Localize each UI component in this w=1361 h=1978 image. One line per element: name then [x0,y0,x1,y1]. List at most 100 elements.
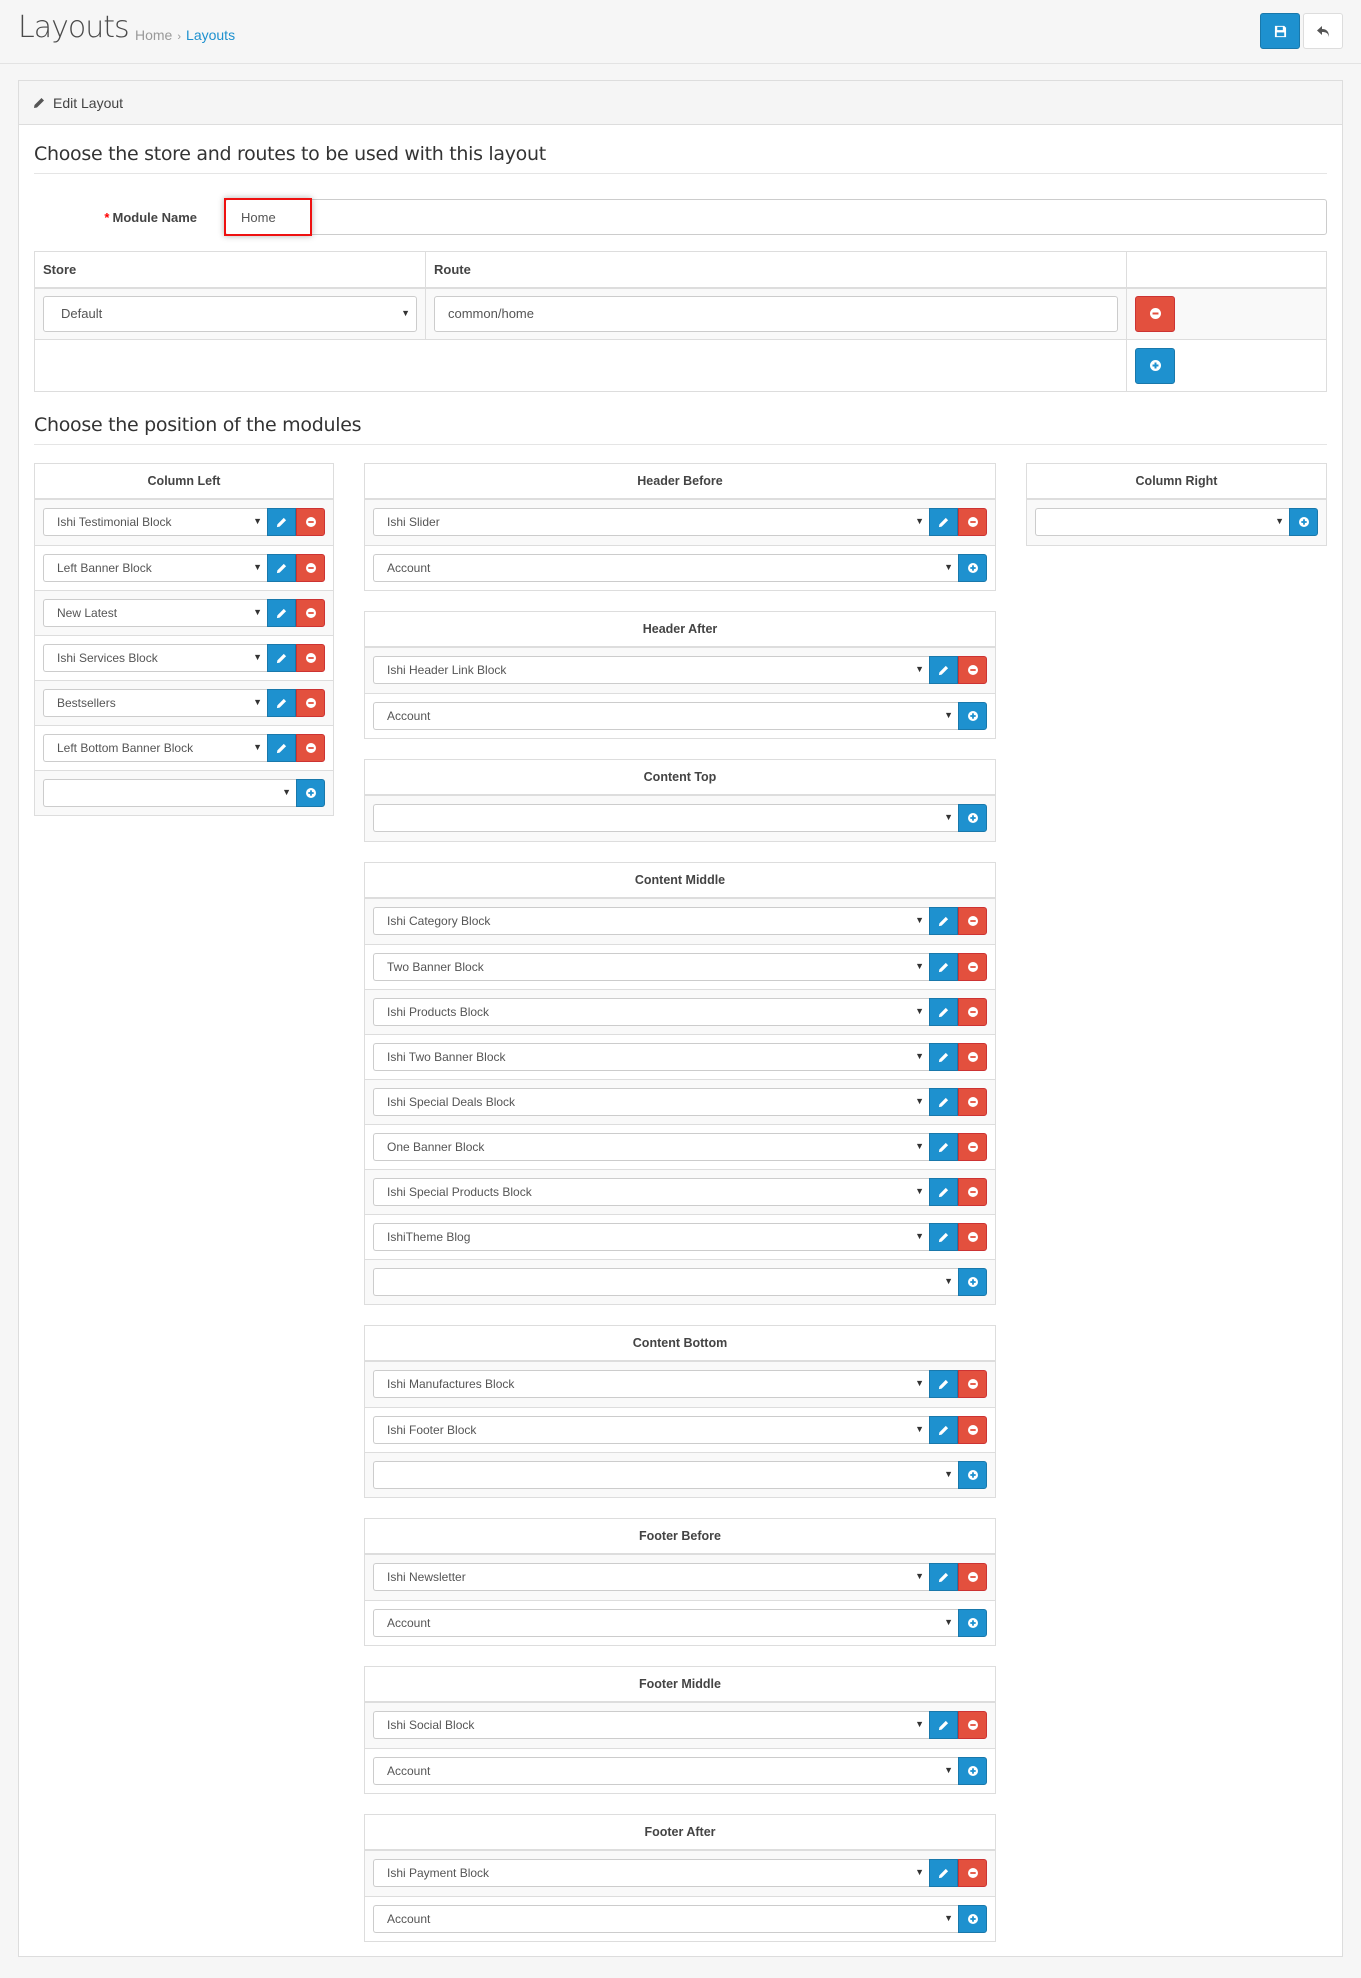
edit-module-button[interactable] [929,508,958,536]
remove-module-button[interactable] [958,1178,987,1206]
edit-module-button[interactable] [929,1133,958,1161]
edit-module-button[interactable] [929,1859,958,1887]
edit-module-button[interactable] [929,1178,958,1206]
caret-down-icon: ▼ [282,787,291,797]
remove-module-button[interactable] [958,953,987,981]
add-module-button[interactable] [958,1268,987,1296]
edit-module-button[interactable] [267,689,296,717]
remove-module-button[interactable] [958,1859,987,1887]
module-select[interactable]: New Latest ▼ [43,599,267,627]
edit-module-button[interactable] [929,1563,958,1591]
remove-module-button[interactable] [958,998,987,1026]
edit-module-button[interactable] [929,1711,958,1739]
add-module-button[interactable] [958,702,987,730]
add-module-button[interactable] [296,779,325,807]
module-name-input[interactable]: Home [224,198,1327,236]
add-route-button[interactable] [1135,347,1175,384]
position-content-bottom: Content Bottom Ishi Manufactures Block ▼ Is… [364,1325,996,1498]
edit-module-button[interactable] [929,656,958,684]
breadcrumb-layouts[interactable]: Layouts [186,27,236,43]
remove-module-button[interactable] [958,656,987,684]
remove-module-button[interactable] [958,1043,987,1071]
module-select[interactable]: Ishi Products Block ▼ [373,998,929,1026]
edit-module-button[interactable] [267,734,296,762]
module-select[interactable]: Two Banner Block ▼ [373,953,929,981]
edit-module-button[interactable] [267,554,296,582]
minus-circle-icon [967,1052,978,1062]
module-select[interactable]: Ishi Manufactures Block ▼ [373,1370,929,1398]
remove-route-button[interactable] [1135,295,1175,332]
remove-module-button[interactable] [296,599,325,627]
module-select[interactable]: Ishi Social Block ▼ [373,1711,929,1739]
module-positions: Column Left Ishi Testimonial Block ▼ Left B… [34,463,1327,1943]
module-select[interactable]: Ishi Category Block ▼ [373,907,929,935]
add-module-select[interactable]: Account ▼ [373,554,958,582]
edit-module-button[interactable] [267,508,296,536]
remove-module-button[interactable] [958,1223,987,1251]
remove-module-button[interactable] [958,907,987,935]
add-module-button[interactable] [958,804,987,832]
remove-module-button[interactable] [296,508,325,536]
add-module-select[interactable]: ▼ [1035,508,1289,536]
module-select[interactable]: Ishi Services Block ▼ [43,644,267,672]
edit-module-button[interactable] [929,907,958,935]
add-module-select[interactable]: ▼ [373,1461,958,1489]
add-module-select[interactable]: ▼ [43,779,296,807]
save-button[interactable] [1260,13,1300,49]
breadcrumb-home[interactable]: Home [135,27,173,43]
module-select[interactable]: Ishi Two Banner Block ▼ [373,1043,929,1071]
edit-module-button[interactable] [929,998,958,1026]
module-select[interactable]: Ishi Slider ▼ [373,508,929,536]
remove-module-button[interactable] [296,644,325,672]
add-module-button[interactable] [958,554,987,582]
add-module-select[interactable]: ▼ [373,1268,958,1296]
add-module-select[interactable]: Account ▼ [373,1609,958,1637]
pencil-icon [938,1052,949,1062]
add-module-select[interactable]: ▼ [373,804,958,832]
module-select[interactable]: Left Bottom Banner Block ▼ [43,734,267,762]
store-select[interactable]: Default ▼ [43,295,417,332]
edit-module-button[interactable] [267,644,296,672]
edit-module-button[interactable] [929,1370,958,1398]
add-module-button[interactable] [958,1609,987,1637]
add-module-button[interactable] [958,1757,987,1785]
add-module-button[interactable] [958,1905,987,1933]
edit-module-button[interactable] [929,1088,958,1116]
module-select[interactable]: One Banner Block ▼ [373,1133,929,1161]
route-input[interactable]: common/home [434,295,1118,332]
add-module-select[interactable]: Account ▼ [373,1905,958,1933]
remove-module-button[interactable] [296,554,325,582]
module-select[interactable]: Ishi Special Products Block ▼ [373,1178,929,1206]
remove-module-button[interactable] [296,689,325,717]
module-select[interactable]: Ishi Testimonial Block ▼ [43,508,267,536]
edit-module-button[interactable] [929,1043,958,1071]
module-select[interactable]: Ishi Payment Block ▼ [373,1859,929,1887]
module-select[interactable]: Ishi Special Deals Block ▼ [373,1088,929,1116]
remove-module-button[interactable] [958,1711,987,1739]
pencil-icon [938,1379,949,1389]
back-button[interactable] [1303,13,1343,49]
remove-module-button[interactable] [958,1370,987,1398]
edit-module-button[interactable] [929,953,958,981]
module-select[interactable]: Ishi Newsletter ▼ [373,1563,929,1591]
edit-module-button[interactable] [929,1416,958,1444]
module-row: Left Bottom Banner Block ▼ [35,725,333,770]
remove-module-button[interactable] [958,1416,987,1444]
remove-module-button[interactable] [958,1563,987,1591]
remove-module-button[interactable] [296,734,325,762]
add-module-select[interactable]: Account ▼ [373,1757,958,1785]
add-module-button[interactable] [958,1461,987,1489]
remove-module-button[interactable] [958,1088,987,1116]
remove-module-button[interactable] [958,508,987,536]
module-select[interactable]: Ishi Footer Block ▼ [373,1416,929,1444]
edit-module-button[interactable] [929,1223,958,1251]
module-select[interactable]: Left Banner Block ▼ [43,554,267,582]
remove-module-button[interactable] [958,1133,987,1161]
module-select[interactable]: Bestsellers ▼ [43,689,267,717]
module-select[interactable]: IshiTheme Blog ▼ [373,1223,929,1251]
module-row: Two Banner Block ▼ [365,944,995,989]
edit-module-button[interactable] [267,599,296,627]
add-module-select[interactable]: Account ▼ [373,702,958,730]
add-module-button[interactable] [1289,508,1318,536]
module-select[interactable]: Ishi Header Link Block ▼ [373,656,929,684]
